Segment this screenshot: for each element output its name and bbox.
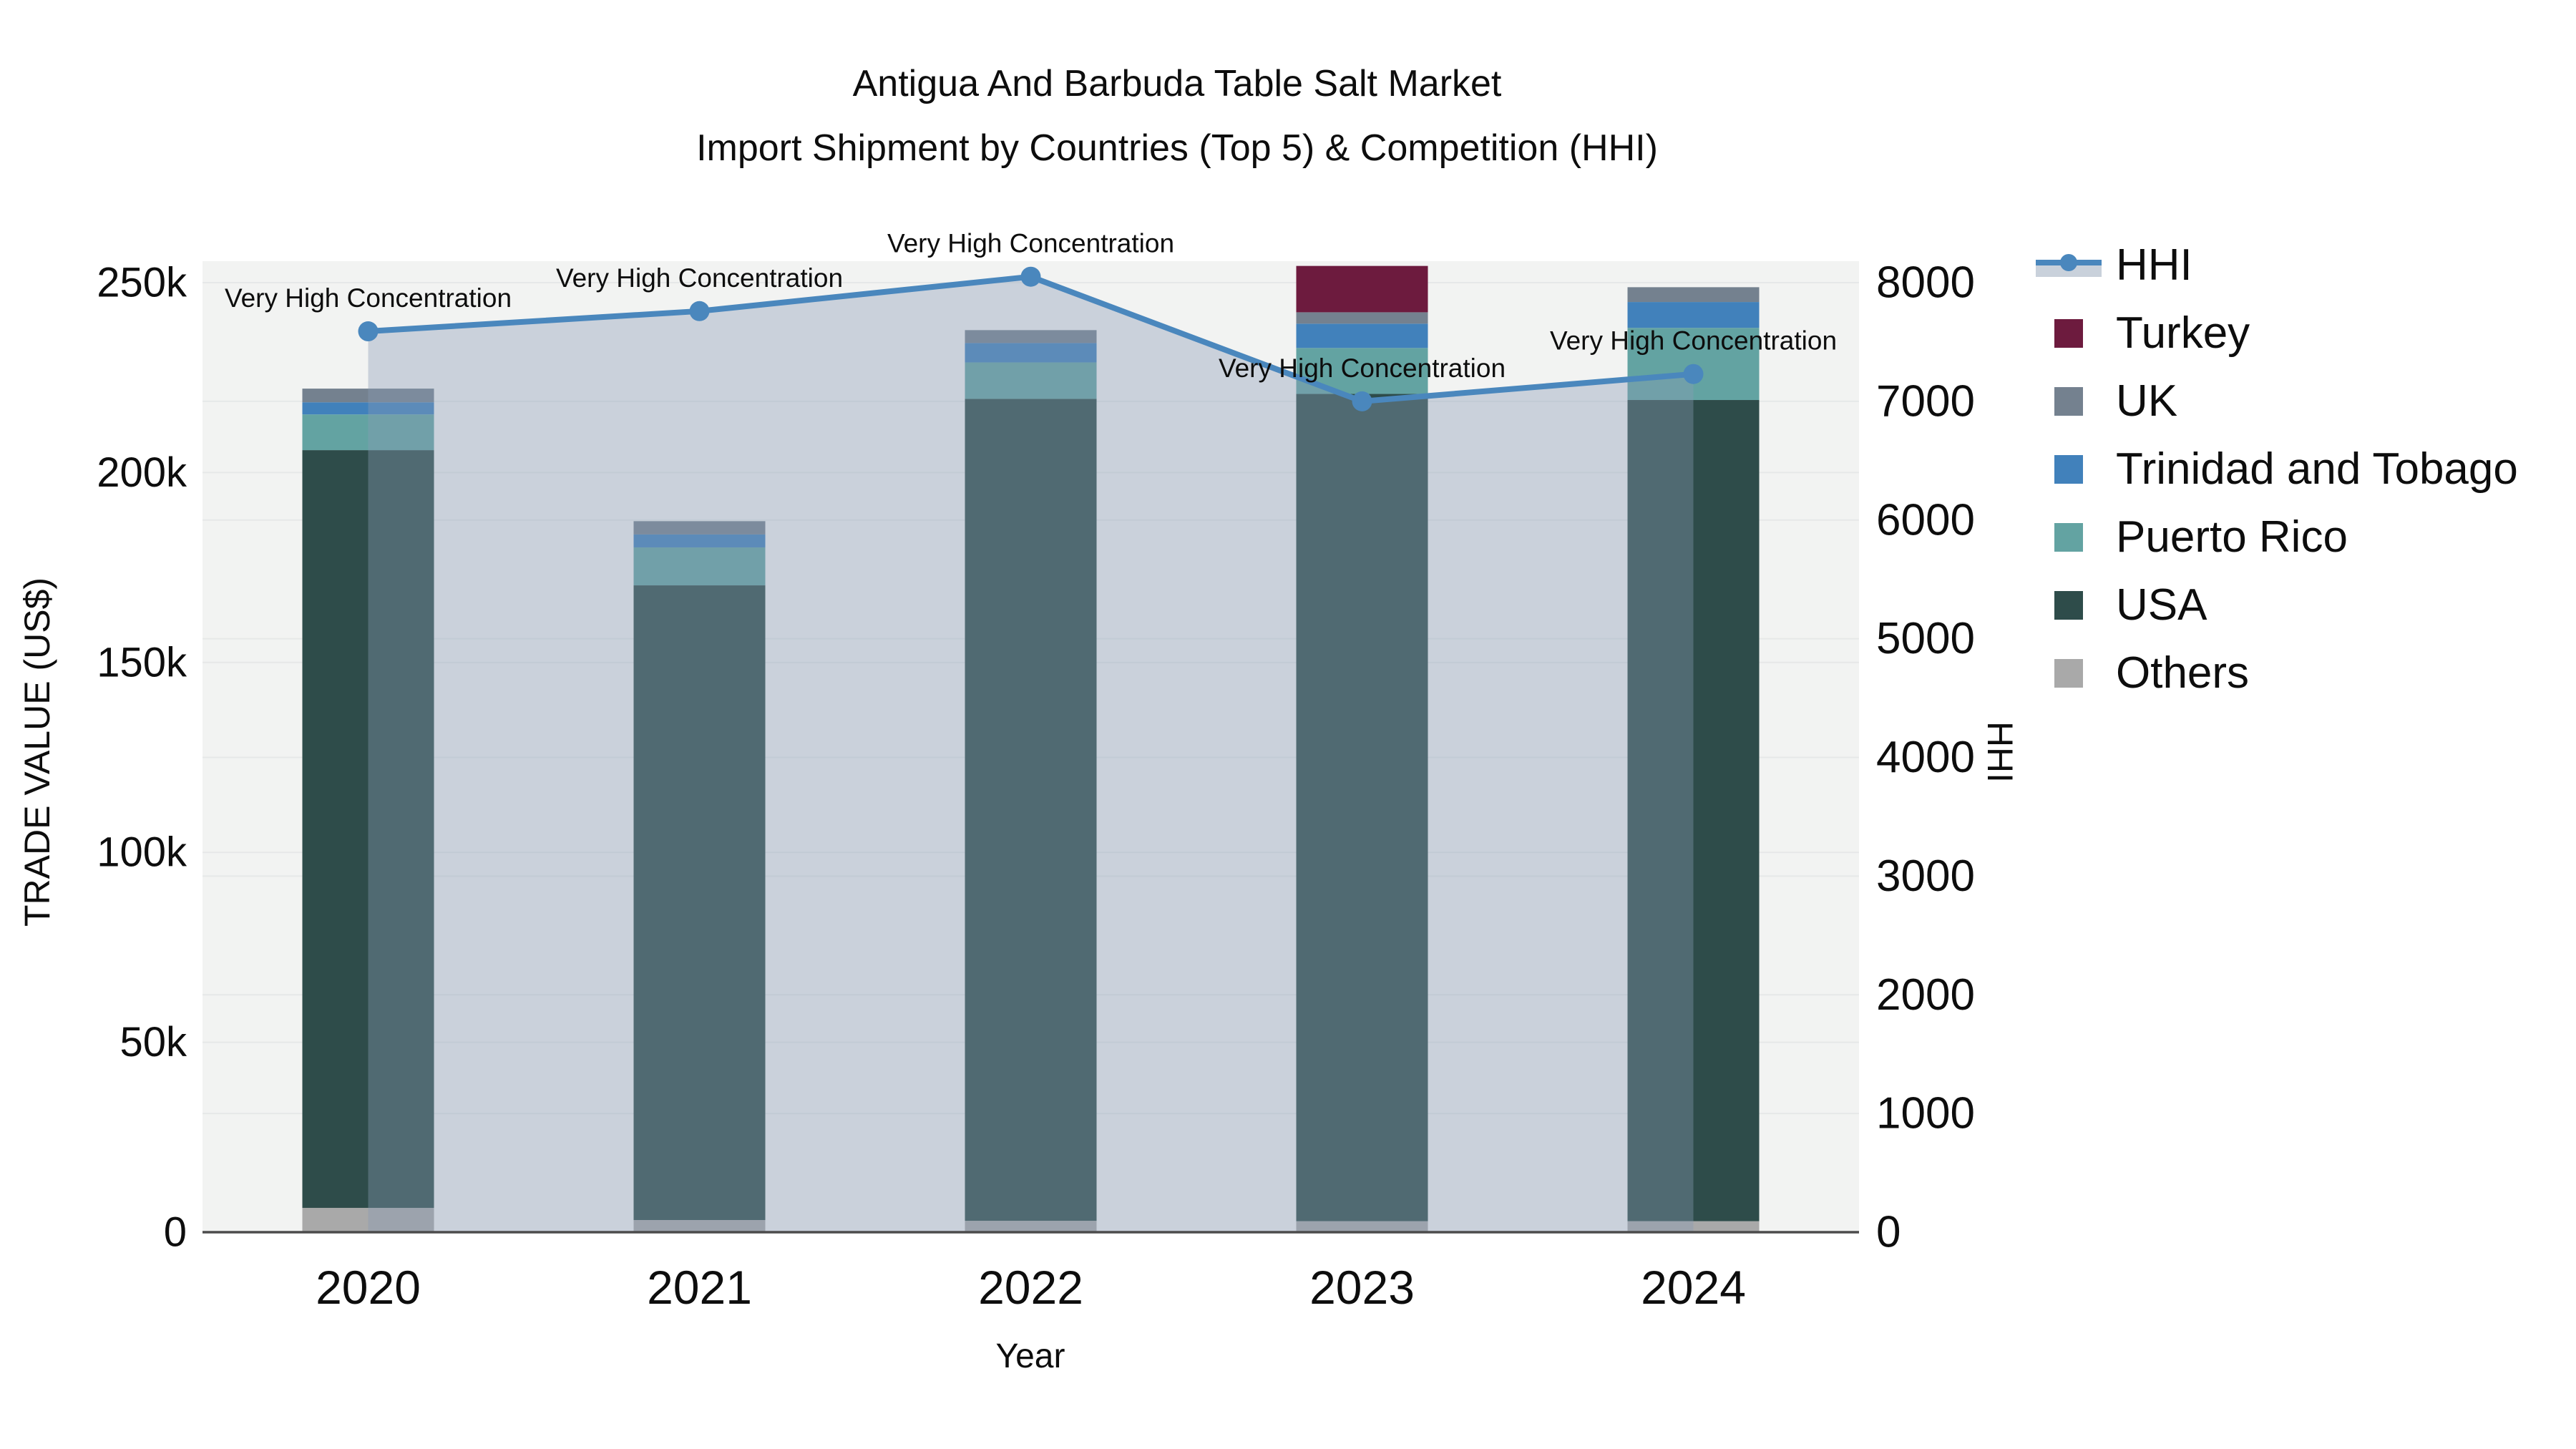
y-left-tick-100k: 100k <box>97 829 187 876</box>
hhi-marker-2021[interactable] <box>689 301 710 321</box>
legend-label: Turkey <box>2116 308 2250 358</box>
bar-segment-usa-2023[interactable] <box>1296 394 1428 1221</box>
bar-segment-turkey-2023[interactable] <box>1296 265 1428 313</box>
x-tick-2024: 2024 <box>1641 1261 1746 1314</box>
bar-segment-usa-2024[interactable] <box>1627 400 1760 1221</box>
hhi-area-fill <box>368 276 1694 1232</box>
legend-color-swatch-icon <box>2036 318 2102 348</box>
bar-segment-usa-2021[interactable] <box>633 585 766 1221</box>
legend-item-trinidad-and-tobago[interactable]: Trinidad and Tobago <box>2036 435 2518 503</box>
legend-item-usa[interactable]: USA <box>2036 571 2518 639</box>
bar-segment-puerto-rico-2024[interactable] <box>1627 328 1760 401</box>
annotation-2020: Very High Concentration <box>225 283 512 313</box>
bar-segment-others-2022[interactable] <box>965 1221 1097 1232</box>
y-left-axis-title: TRADE VALUE (US$) <box>17 577 57 927</box>
legend-label: UK <box>2116 376 2178 426</box>
bar-segment-others-2023[interactable] <box>1296 1221 1428 1232</box>
others-swatch-icon <box>2054 658 2083 688</box>
annotation-2022: Very High Concentration <box>887 229 1174 258</box>
x-tick-2022: 2022 <box>978 1261 1083 1314</box>
legend-color-swatch-icon <box>2036 454 2102 484</box>
x-axis-title: Year <box>995 1337 1065 1375</box>
y-right-tick-5000: 5000 <box>1876 614 1975 663</box>
legend-label: Others <box>2116 648 2250 698</box>
y-right-tick-0: 0 <box>1876 1208 1901 1257</box>
x-tick-2021: 2021 <box>647 1261 752 1314</box>
legend-label: Puerto Rico <box>2116 512 2348 562</box>
legend-item-others[interactable]: Others <box>2036 639 2518 707</box>
y-right-tick-6000: 6000 <box>1876 495 1975 545</box>
hhi-marker-2020[interactable] <box>358 321 379 342</box>
bar-segment-trinidad-and-tobago-2022[interactable] <box>965 343 1097 363</box>
legend-item-hhi[interactable]: HHI <box>2036 231 2518 299</box>
puerto-rico-swatch-icon <box>2054 522 2083 552</box>
hhi-marker-2024[interactable] <box>1683 364 1704 384</box>
bar-segment-others-2024[interactable] <box>1627 1221 1760 1232</box>
usa-swatch-icon <box>2054 590 2083 620</box>
legend-label: HHI <box>2116 240 2192 290</box>
bar-segment-usa-2022[interactable] <box>965 399 1097 1221</box>
turkey-swatch-icon <box>2054 318 2083 348</box>
chart-title: Antigua And Barbuda Table Salt Market Im… <box>0 52 2354 180</box>
legend-item-puerto-rico[interactable]: Puerto Rico <box>2036 503 2518 571</box>
legend-line-swatch-icon <box>2036 250 2102 281</box>
chart-title-line2: Import Shipment by Countries (Top 5) & C… <box>696 127 1658 169</box>
legend-color-swatch-icon <box>2036 590 2102 620</box>
bar-segment-others-2021[interactable] <box>633 1220 766 1232</box>
x-tick-2020: 2020 <box>316 1261 421 1314</box>
bar-segment-uk-2021[interactable] <box>633 521 766 535</box>
y-left-tick-200k: 200k <box>97 449 187 496</box>
legend-color-swatch-icon <box>2036 522 2102 552</box>
chart-title-line1: Antigua And Barbuda Table Salt Market <box>852 63 1502 104</box>
marker-dot-icon <box>2060 253 2077 271</box>
y-right-tick-1000: 1000 <box>1876 1089 1975 1138</box>
y-right-tick-8000: 8000 <box>1876 258 1975 308</box>
bar-segment-usa-2020[interactable] <box>302 450 434 1209</box>
bar-segment-trinidad-and-tobago-2023[interactable] <box>1296 323 1428 348</box>
y-right-axis-title: HHI <box>1980 721 2020 784</box>
hhi-marker-2023[interactable] <box>1352 391 1372 411</box>
legend-label: USA <box>2116 580 2207 630</box>
bar-segment-puerto-rico-2022[interactable] <box>965 362 1097 399</box>
legend-item-turkey[interactable]: Turkey <box>2036 299 2518 367</box>
bar-segment-uk-2024[interactable] <box>1627 287 1760 303</box>
legend: HHI Turkey UK Trinidad and Tobago Puerto Ric… <box>2036 231 2518 707</box>
hhi-line-swatch-icon <box>2036 250 2102 281</box>
bar-segment-uk-2023[interactable] <box>1296 312 1428 324</box>
trinidad-and-tobago-swatch-icon <box>2054 454 2083 484</box>
y-right-tick-7000: 7000 <box>1876 376 1975 426</box>
bar-segment-others-2020[interactable] <box>302 1208 434 1232</box>
x-tick-2023: 2023 <box>1309 1261 1415 1314</box>
legend-color-swatch-icon <box>2036 658 2102 688</box>
y-left-tick-150k: 150k <box>97 639 187 686</box>
bar-segment-puerto-rico-2020[interactable] <box>302 414 434 451</box>
y-left-tick-250k: 250k <box>97 260 187 306</box>
y-left-tick-0: 0 <box>164 1209 187 1256</box>
uk-swatch-icon <box>2054 386 2083 416</box>
y-left-tick-50k: 50k <box>119 1019 187 1065</box>
bar-segment-uk-2020[interactable] <box>302 389 434 403</box>
y-right-tick-4000: 4000 <box>1876 733 1975 782</box>
y-right-tick-3000: 3000 <box>1876 852 1975 901</box>
annotation-2024: Very High Concentration <box>1550 326 1837 356</box>
y-right-tick-2000: 2000 <box>1876 970 1975 1020</box>
bar-segment-puerto-rico-2021[interactable] <box>633 547 766 586</box>
annotation-2023: Very High Concentration <box>1219 353 1506 383</box>
annotation-2021: Very High Concentration <box>556 263 843 293</box>
legend-color-swatch-icon <box>2036 386 2102 416</box>
bar-segment-trinidad-and-tobago-2024[interactable] <box>1627 302 1760 328</box>
bar-segment-uk-2022[interactable] <box>965 330 1097 343</box>
hhi-marker-2022[interactable] <box>1020 266 1041 287</box>
legend-label: Trinidad and Tobago <box>2116 444 2518 494</box>
bar-segment-trinidad-and-tobago-2020[interactable] <box>302 402 434 415</box>
bar-segment-trinidad-and-tobago-2021[interactable] <box>633 534 766 547</box>
legend-item-uk[interactable]: UK <box>2036 367 2518 435</box>
